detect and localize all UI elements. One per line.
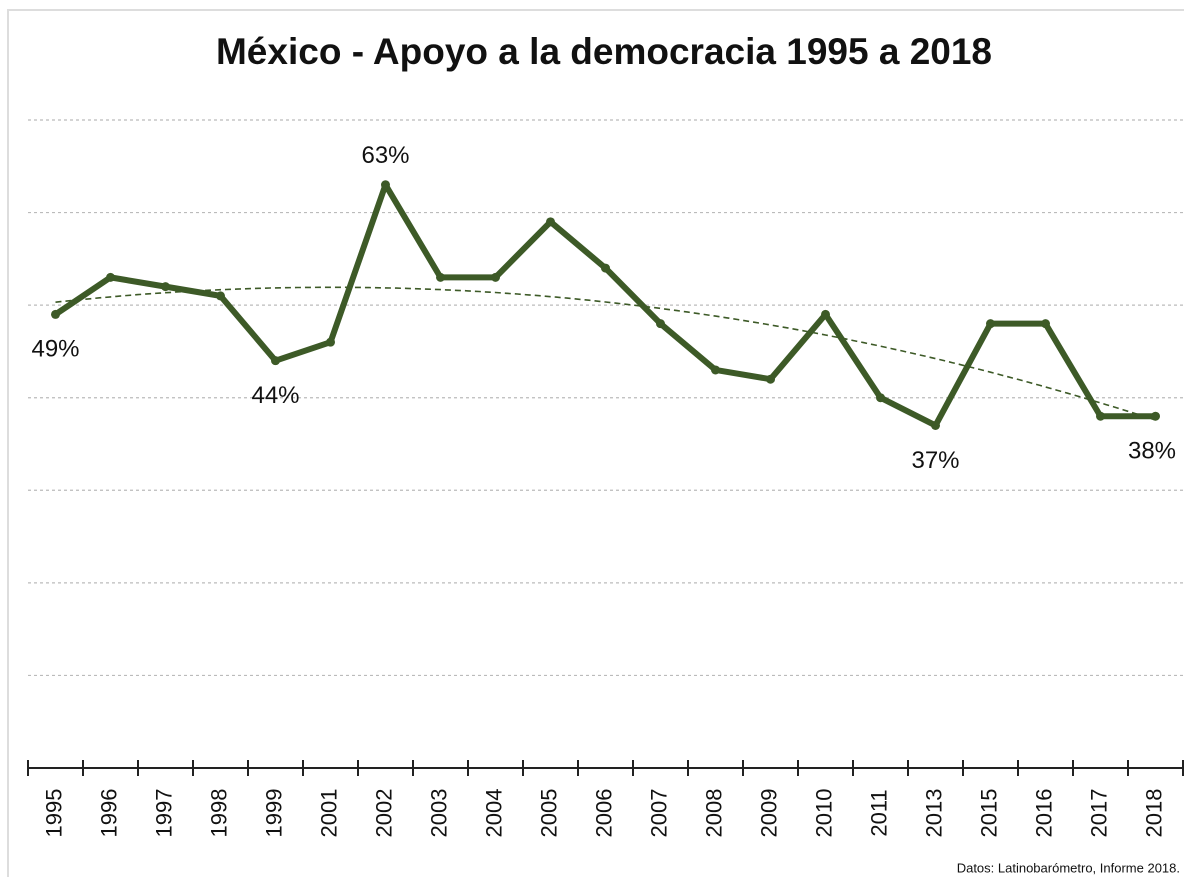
x-tick-label: 2009 xyxy=(756,789,781,838)
data-point xyxy=(326,337,335,347)
data-label: 49% xyxy=(31,336,79,363)
data-point xyxy=(381,180,390,190)
data-point xyxy=(711,365,720,375)
data-point xyxy=(601,263,610,273)
data-point xyxy=(1151,411,1160,421)
data-point xyxy=(656,319,665,329)
data-point xyxy=(161,282,170,292)
x-tick-label: 2011 xyxy=(866,789,891,836)
data-label: 44% xyxy=(251,382,299,409)
data-label: 38% xyxy=(1128,438,1176,465)
data-point xyxy=(931,420,940,430)
data-point xyxy=(216,291,225,301)
data-point xyxy=(491,272,500,282)
trendline xyxy=(55,286,1156,421)
data-point xyxy=(1096,411,1105,421)
chart-title: México - Apoyo a la democracia 1995 a 20… xyxy=(216,31,992,72)
x-tick-label: 1995 xyxy=(41,789,66,838)
x-tick-label: 2006 xyxy=(591,789,616,838)
data-point xyxy=(271,356,280,366)
chart-border xyxy=(7,9,1184,877)
data-point xyxy=(436,272,445,282)
x-tick-label: 1997 xyxy=(151,789,176,838)
x-tick-label: 2008 xyxy=(701,789,726,838)
x-tick-label: 2003 xyxy=(426,789,451,838)
x-tick-label: 2018 xyxy=(1141,789,1166,838)
x-tick-label: 2015 xyxy=(976,789,1001,838)
x-tick-label: 2016 xyxy=(1031,789,1056,838)
data-point xyxy=(546,217,555,227)
x-tick-label: 2017 xyxy=(1086,789,1111,838)
x-tick-label: 2013 xyxy=(921,789,946,838)
x-tick-label: 1996 xyxy=(96,789,121,838)
data-point xyxy=(986,319,995,329)
data-label: 63% xyxy=(361,142,409,169)
x-tick-label: 1998 xyxy=(206,789,231,838)
data-point xyxy=(876,393,885,403)
data-point xyxy=(821,309,830,319)
x-tick-label: 2002 xyxy=(371,789,396,838)
source-note: Datos: Latinobarómetro, Informe 2018. xyxy=(957,860,1180,875)
x-tick-label: 2010 xyxy=(811,789,836,838)
x-tick-label: 2007 xyxy=(646,789,671,838)
x-tick-label: 2004 xyxy=(481,789,506,838)
x-tick-label: 1999 xyxy=(261,789,286,838)
data-point xyxy=(51,309,60,319)
data-point xyxy=(766,374,775,384)
x-tick-label: 2005 xyxy=(536,789,561,838)
data-label: 37% xyxy=(911,447,959,474)
data-point xyxy=(106,272,115,282)
x-tick-label: 2001 xyxy=(316,789,341,838)
data-point xyxy=(1041,319,1050,329)
